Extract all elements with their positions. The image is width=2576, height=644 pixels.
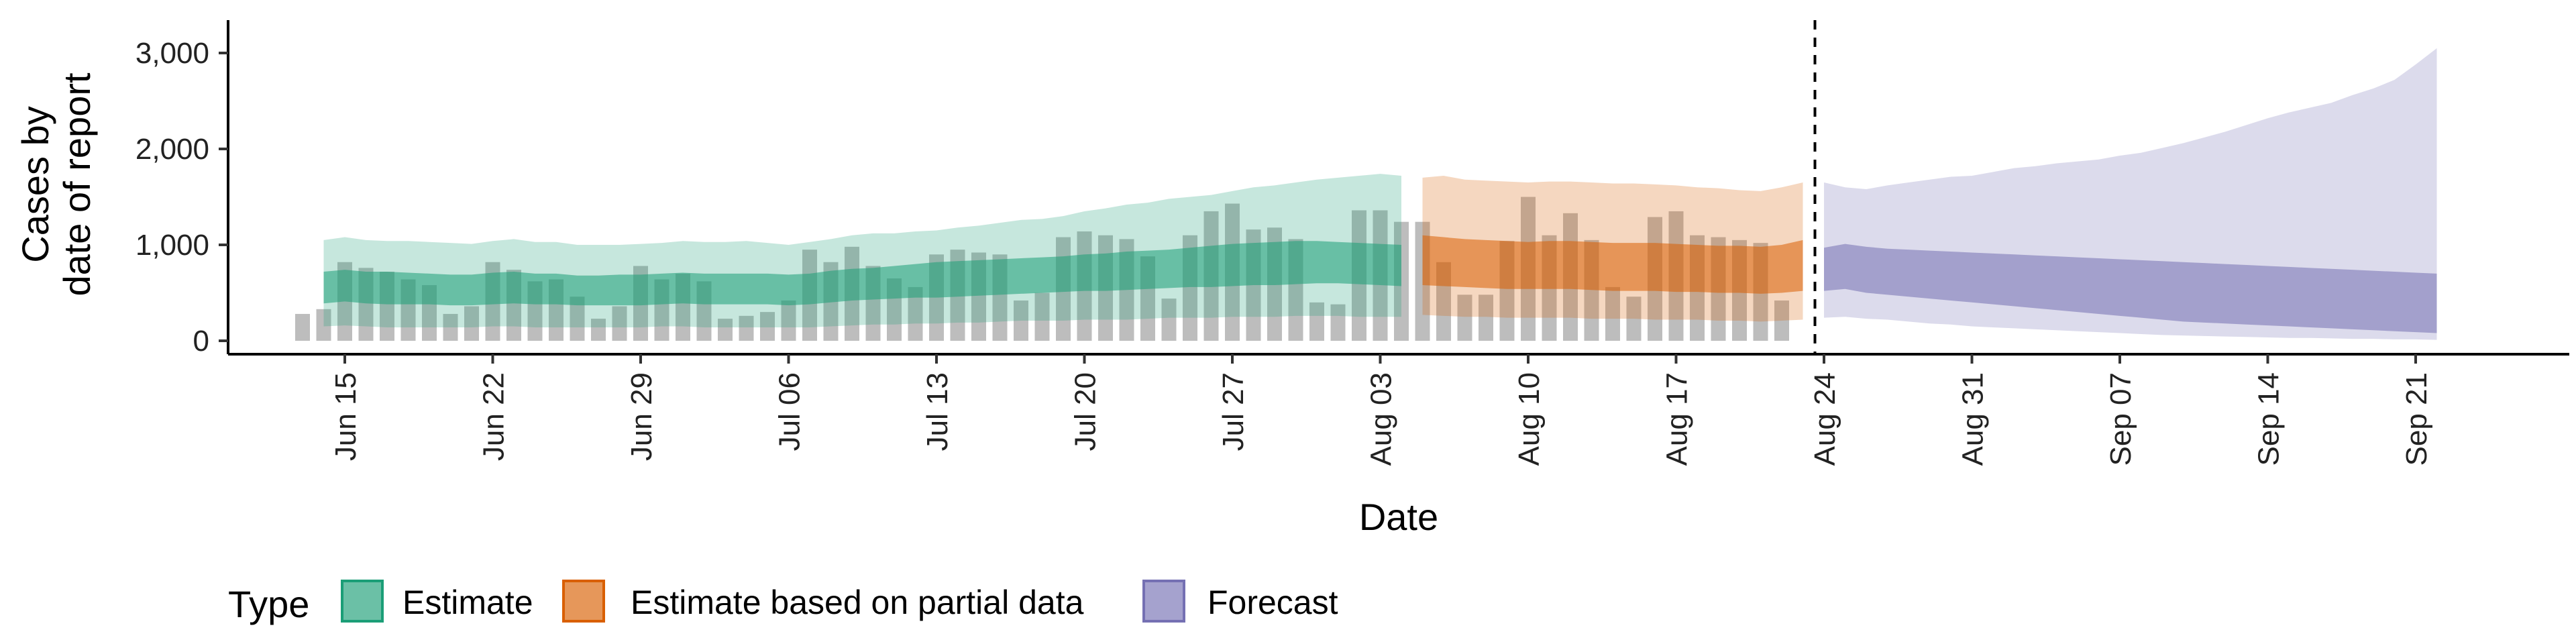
- y-tick-label: 3,000: [136, 37, 209, 70]
- reported-case-bar: [591, 319, 606, 341]
- reported-case-bar: [464, 306, 479, 341]
- x-tick-label: Aug 03: [1365, 372, 1398, 466]
- reported-case-bar: [295, 313, 310, 341]
- reported-case-bar: [1457, 294, 1472, 341]
- x-tick-label: Jun 22: [478, 372, 511, 461]
- reported-case-bar: [1034, 292, 1050, 341]
- y-tick-label: 1,000: [136, 229, 209, 262]
- legend: Type Estimate Estimate based on partial …: [228, 580, 1338, 625]
- series-bands: [323, 48, 2437, 340]
- legend-label-partial: Estimate based on partial data: [631, 584, 1084, 621]
- reported-case-bar: [1774, 300, 1789, 341]
- x-tick-label: Sep 07: [2104, 372, 2137, 466]
- y-axis-title-line-1: Cases by: [14, 106, 56, 262]
- legend-title: Type: [228, 583, 309, 625]
- x-tick-label: Jul 06: [773, 372, 806, 451]
- x-tick-label: Aug 31: [1957, 372, 1990, 466]
- y-tick-label: 2,000: [136, 133, 209, 166]
- legend-swatch-estimate: [341, 580, 384, 623]
- x-ticks: Jun 15 Jun 22 Jun 29 Jul 06 Jul 13 Jul 20 Jul …: [329, 354, 2433, 466]
- reported-case-bar: [612, 306, 627, 341]
- reported-case-bar: [1479, 294, 1493, 341]
- reported-case-bar: [1161, 299, 1177, 341]
- x-tick-label: Sep 21: [2400, 372, 2433, 466]
- x-tick-label: Sep 14: [2253, 372, 2286, 466]
- reported-case-bar: [316, 309, 331, 341]
- axes: [227, 20, 2569, 356]
- legend-swatch-partial: [562, 580, 605, 623]
- y-tick-label: 0: [193, 325, 209, 358]
- reported-case-bar: [781, 300, 796, 341]
- x-axis-title: Date: [1359, 496, 1438, 538]
- reported-case-bar: [1014, 300, 1028, 341]
- reported-case-bar: [443, 313, 458, 341]
- reported-case-bar: [1605, 286, 1620, 341]
- reported-case-bar: [908, 286, 923, 341]
- reported-case-bar: [760, 312, 775, 341]
- x-tick-label: Jun 29: [625, 372, 658, 461]
- reported-case-bar: [739, 315, 754, 341]
- band-inner: [323, 241, 1401, 306]
- y-ticks: 0 1,000 2,000 3,000: [136, 37, 228, 358]
- y-axis-title-line-2: date of report: [56, 72, 98, 297]
- x-tick-label: Aug 24: [1809, 372, 1841, 466]
- x-tick-label: Jul 27: [1217, 372, 1250, 451]
- x-tick-label: Jul 13: [921, 372, 954, 451]
- reported-case-bar: [718, 319, 733, 341]
- legend-label-estimate: Estimate: [402, 584, 533, 621]
- legend-label-forecast: Forecast: [1208, 584, 1338, 621]
- reported-case-bar: [1309, 302, 1324, 341]
- reported-case-bar: [570, 297, 585, 341]
- band-inner: [1824, 244, 2437, 333]
- legend-swatch-forecast: [1142, 580, 1185, 623]
- x-tick-label: Aug 17: [1661, 372, 1694, 466]
- x-tick-label: Jul 20: [1069, 372, 1102, 451]
- x-tick-label: Jun 15: [329, 372, 362, 461]
- band-inner: [1422, 235, 1803, 294]
- reported-case-bar: [1330, 304, 1346, 341]
- reported-case-bar: [1626, 297, 1642, 341]
- x-tick-label: Aug 10: [1513, 372, 1546, 466]
